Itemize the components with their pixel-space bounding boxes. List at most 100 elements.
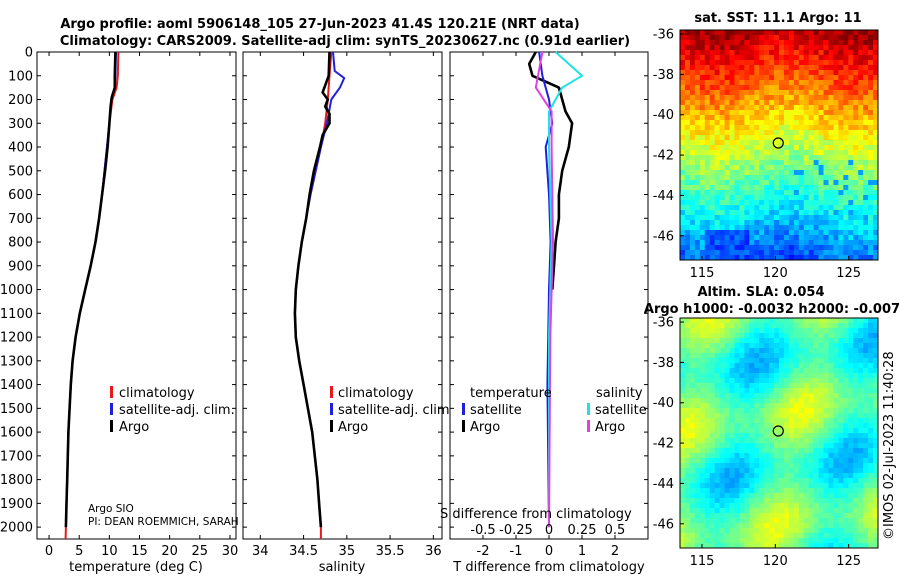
map-cell	[803, 35, 809, 41]
map-cell	[788, 210, 795, 216]
map-cell	[719, 513, 725, 519]
map-cell	[754, 135, 760, 141]
map-cell	[863, 513, 869, 519]
map-cell	[729, 40, 735, 46]
map-cell	[783, 428, 790, 434]
map-cell	[704, 85, 710, 91]
map-cell	[808, 493, 814, 499]
map-cell	[793, 30, 800, 36]
map-cell	[694, 388, 701, 394]
map-cell	[694, 45, 701, 51]
map-cell	[714, 120, 720, 126]
map-cell	[689, 333, 696, 339]
map-cell	[754, 165, 760, 171]
map-cell	[684, 338, 691, 344]
map-cell	[838, 120, 844, 126]
map-cell	[798, 383, 805, 389]
map-y-tick-label: -36	[653, 316, 674, 331]
map-cell	[783, 528, 790, 534]
map-cell	[709, 35, 715, 41]
map-cell	[729, 533, 735, 539]
map-cell	[808, 428, 814, 434]
map-cell	[714, 40, 720, 46]
legend-swatch-s-satellite	[587, 403, 590, 415]
map-cell	[694, 443, 701, 449]
map-cell	[744, 483, 750, 489]
map-cell	[744, 543, 750, 549]
map-cell	[798, 115, 805, 121]
map-cell	[734, 140, 740, 146]
map-cell	[729, 95, 735, 101]
map-cell	[793, 428, 800, 434]
map-cell	[818, 115, 824, 121]
map-cell	[744, 433, 750, 439]
map-cell	[818, 240, 824, 246]
map-cell	[699, 388, 706, 394]
map-cell	[843, 85, 849, 91]
map-cell	[873, 200, 879, 206]
map-cell	[858, 538, 864, 544]
map-cell	[858, 353, 864, 359]
map-cell	[868, 125, 874, 131]
map-cell	[719, 503, 725, 509]
map-cell	[848, 463, 854, 469]
map-cell	[680, 135, 686, 141]
map-cell	[689, 215, 696, 221]
map-cell	[754, 110, 760, 116]
map-cell	[749, 408, 755, 414]
map-cell	[734, 200, 740, 206]
map-cell	[739, 368, 745, 374]
map-cell	[719, 45, 725, 51]
map-cell	[863, 448, 869, 454]
map-cell	[848, 130, 854, 136]
map-cell	[694, 483, 701, 489]
map-cell	[680, 463, 686, 469]
map-cell	[744, 353, 750, 359]
legend-swatch-climatology	[110, 386, 113, 398]
map-cell	[783, 30, 790, 36]
map-cell	[868, 120, 874, 126]
map-cell	[853, 533, 859, 539]
map-cell	[719, 508, 725, 514]
map-cell	[749, 318, 755, 324]
map-cell	[714, 538, 720, 544]
map-cell	[709, 518, 715, 524]
map-cell	[779, 383, 785, 389]
map-cell	[714, 438, 720, 444]
map-cell	[828, 215, 834, 221]
map-cell	[833, 428, 839, 434]
map-cell	[729, 170, 735, 176]
map-cell	[843, 378, 849, 384]
map-cell	[709, 448, 715, 454]
map-cell	[843, 170, 849, 176]
map-cell	[808, 323, 814, 329]
map-cell	[779, 408, 785, 414]
map-cell	[729, 85, 735, 91]
map-cell	[868, 333, 874, 339]
map-cell	[863, 100, 869, 106]
map-cell	[769, 255, 775, 261]
map-cell	[754, 240, 760, 246]
map-cell	[818, 45, 824, 51]
map-cell	[818, 65, 824, 71]
map-cell	[684, 518, 691, 524]
map-cell	[729, 353, 735, 359]
map-cell	[689, 35, 696, 41]
map-cell	[843, 190, 849, 196]
map-cell	[749, 398, 755, 404]
map-cell	[833, 513, 839, 519]
map-cell	[813, 538, 819, 544]
map-cell	[843, 523, 849, 529]
legend-swatch-t-satellite	[462, 403, 465, 415]
map-cell	[828, 115, 834, 121]
map-cell	[848, 523, 854, 529]
map-cell	[774, 333, 780, 339]
map-cell	[699, 165, 706, 171]
map-cell	[749, 230, 755, 236]
map-cell	[769, 393, 775, 399]
map-cell	[858, 100, 864, 106]
map-cell	[714, 240, 720, 246]
map-cell	[783, 200, 790, 206]
map-cell	[828, 403, 834, 409]
map-cell	[704, 373, 710, 379]
